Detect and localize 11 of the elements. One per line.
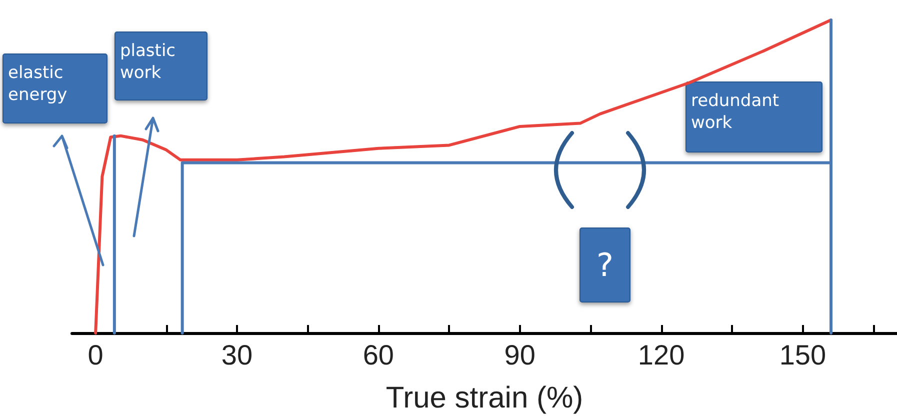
x-tick-label: 90 bbox=[504, 340, 536, 370]
annotation: ? bbox=[596, 246, 614, 284]
x-tick-label: 30 bbox=[221, 340, 253, 370]
x-axis-title: True strain (%) bbox=[386, 382, 584, 414]
x-tick-label: 120 bbox=[638, 340, 685, 370]
x-tick-label: 150 bbox=[779, 340, 826, 370]
x-tick-label: 60 bbox=[362, 340, 394, 370]
annotation: redundant work bbox=[691, 91, 784, 133]
text: elastic energy bbox=[8, 63, 69, 105]
x-tick-label: 0 bbox=[88, 340, 104, 370]
annotation: plastic work bbox=[120, 41, 181, 83]
